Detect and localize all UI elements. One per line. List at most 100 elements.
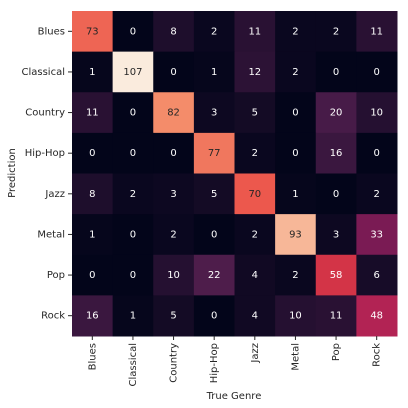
- heatmap-cell: [356, 132, 398, 174]
- cell-label: 0: [374, 148, 380, 159]
- heatmap-cell: [275, 11, 317, 53]
- cell-label: 82: [167, 108, 180, 119]
- heatmap-cell: [72, 51, 114, 93]
- cell-label: 10: [167, 270, 180, 281]
- heatmap-cell: [112, 173, 154, 215]
- heatmap-cell: [153, 214, 195, 256]
- cell-label: 5: [211, 189, 217, 200]
- heatmap-cell: [315, 132, 357, 174]
- cell-label: 0: [130, 108, 136, 119]
- cell-label: 2: [252, 148, 258, 159]
- heatmap-cell: [234, 51, 276, 93]
- heatmap-cell: [153, 11, 195, 53]
- heatmap-cell: [275, 51, 317, 93]
- heatmap-cell: [356, 92, 398, 134]
- cell-label: 1: [130, 311, 136, 322]
- cell-label: 93: [289, 229, 302, 240]
- heatmap-cell: [112, 92, 154, 134]
- cell-label: 0: [170, 148, 176, 159]
- cell-label: 4: [252, 270, 258, 281]
- y-tick-label: Blues: [38, 26, 65, 37]
- heatmap-cell: [153, 173, 195, 215]
- cell-label: 2: [292, 26, 298, 37]
- heatmap-cell: [356, 51, 398, 93]
- heatmap-cell: [315, 11, 357, 53]
- cell-label: 0: [130, 148, 136, 159]
- cell-label: 0: [130, 229, 136, 240]
- cell-label: 2: [130, 189, 136, 200]
- heatmap-cell: [315, 214, 357, 256]
- heatmap-cell: [112, 254, 154, 296]
- cell-label: 3: [170, 189, 176, 200]
- heatmap-cell: [275, 254, 317, 296]
- y-tick-label: Rock: [41, 311, 65, 322]
- heatmap-cell: [234, 11, 276, 53]
- heatmap-cell: [72, 132, 114, 174]
- x-axis-label: True Genre: [206, 391, 262, 402]
- cell-label: 10: [289, 311, 302, 322]
- cell-label: 0: [333, 67, 339, 78]
- heatmap-cell: [112, 132, 154, 174]
- cell-label: 6: [374, 270, 380, 281]
- cell-label: 0: [89, 270, 95, 281]
- x-tick-label: Hip-Hop: [209, 343, 220, 383]
- heatmap-cell: [72, 92, 114, 134]
- heatmap-cell: [275, 295, 317, 337]
- cell-label: 58: [330, 270, 343, 281]
- cell-label: 0: [89, 148, 95, 159]
- cell-label: 0: [374, 67, 380, 78]
- heatmap-cell: [234, 173, 276, 215]
- cell-label: 2: [252, 229, 258, 240]
- cell-label: 0: [130, 26, 136, 37]
- heatmap-cell: [234, 254, 276, 296]
- cell-label: 2: [292, 67, 298, 78]
- cell-label: 20: [330, 108, 343, 119]
- heatmap-cell: [315, 295, 357, 337]
- heatmap-cell: [193, 295, 235, 337]
- cell-label: 1: [89, 67, 95, 78]
- cell-label: 0: [130, 270, 136, 281]
- heatmap-cell: [193, 132, 235, 174]
- cell-label: 10: [370, 108, 383, 119]
- heatmap-cell: [153, 132, 195, 174]
- cell-label: 1: [211, 67, 217, 78]
- heatmap-cell: [275, 173, 317, 215]
- cell-label: 2: [170, 229, 176, 240]
- heatmap-cell: [112, 214, 154, 256]
- heatmap-cell: [275, 132, 317, 174]
- cell-label: 2: [333, 26, 339, 37]
- cell-label: 12: [248, 67, 261, 78]
- cell-label: 33: [370, 229, 383, 240]
- cell-label: 8: [89, 189, 95, 200]
- cell-label: 0: [292, 148, 298, 159]
- heatmap-cell: [72, 214, 114, 256]
- cell-label: 16: [330, 148, 343, 159]
- cell-label: 11: [370, 26, 383, 37]
- cell-label: 0: [211, 229, 217, 240]
- x-tick-label: Jazz: [250, 343, 261, 364]
- cell-label: 16: [86, 311, 99, 322]
- x-tick-label: Blues: [87, 343, 98, 370]
- cell-label: 2: [292, 270, 298, 281]
- cell-label: 11: [330, 311, 343, 322]
- heatmap-cell: [193, 173, 235, 215]
- heatmap-cell: [153, 295, 195, 337]
- heatmap-cell: [356, 173, 398, 215]
- x-tick-label: Classical: [128, 343, 139, 387]
- y-axis-label: Prediction: [7, 148, 18, 198]
- heatmap-cell: [112, 11, 154, 53]
- x-tick-label: Pop: [331, 343, 342, 361]
- y-tick-label: Hip-Hop: [25, 148, 65, 159]
- heatmap-cell: [315, 173, 357, 215]
- cell-label: 48: [370, 311, 383, 322]
- cell-label: 107: [123, 67, 142, 78]
- heatmap-cell: [193, 92, 235, 134]
- cell-label: 11: [86, 108, 99, 119]
- cell-label: 5: [170, 311, 176, 322]
- cell-label: 3: [211, 108, 217, 119]
- heatmap-cell: [112, 295, 154, 337]
- cell-label: 0: [211, 311, 217, 322]
- cell-label: 2: [211, 26, 217, 37]
- heatmap-cell: [193, 214, 235, 256]
